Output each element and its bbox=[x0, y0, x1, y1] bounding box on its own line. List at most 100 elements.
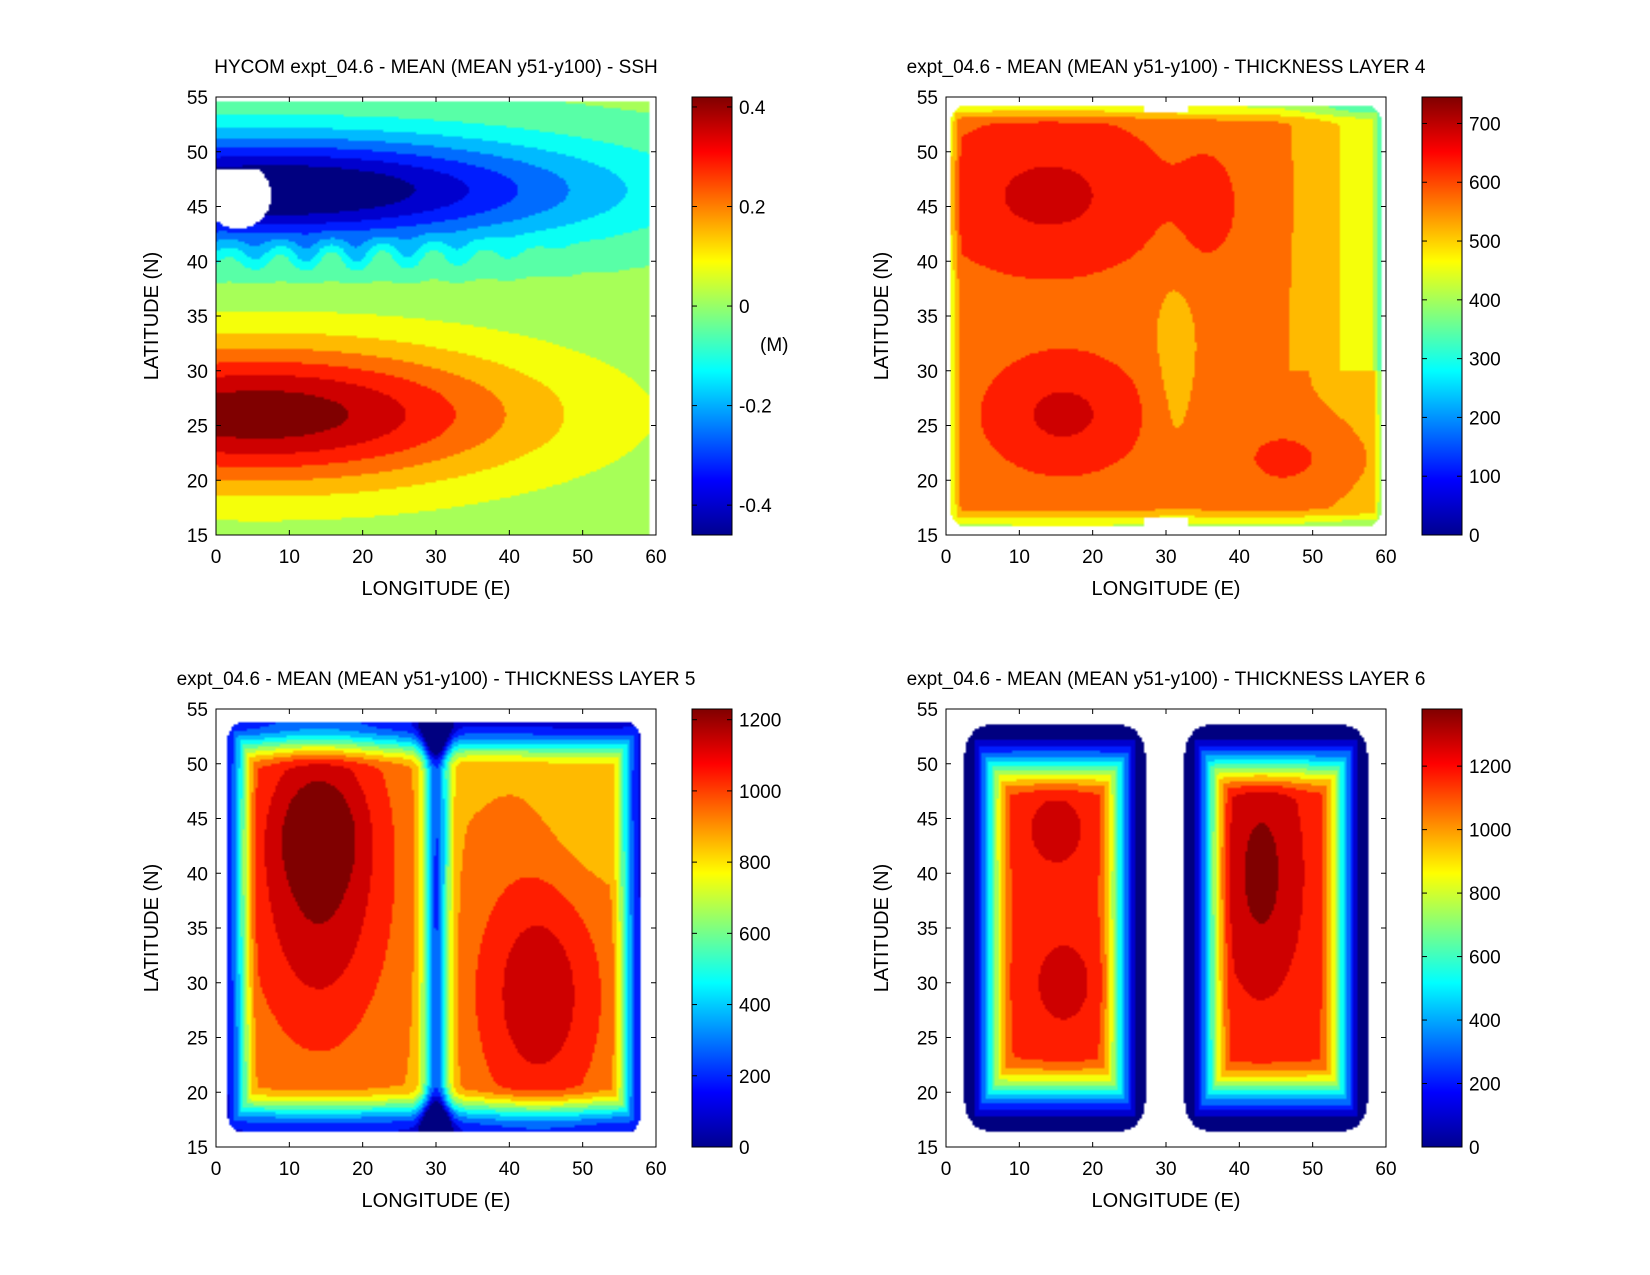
y-tick-label: 30 bbox=[187, 974, 208, 995]
y-axis-label: LATITUDE (N) bbox=[141, 252, 163, 381]
y-axis-label: LATITUDE (N) bbox=[871, 864, 893, 993]
colorbar-tick-label: 600 bbox=[1469, 173, 1501, 194]
x-tick-label: 50 bbox=[572, 1159, 593, 1180]
x-tick-label: 40 bbox=[1229, 1159, 1250, 1180]
panel-4-field bbox=[946, 709, 1386, 1147]
y-tick-label: 40 bbox=[187, 864, 208, 885]
y-tick-label: 25 bbox=[917, 1029, 938, 1050]
y-tick-label: 15 bbox=[187, 1138, 208, 1159]
y-tick-label: 55 bbox=[917, 88, 938, 109]
y-tick-label: 30 bbox=[187, 362, 208, 383]
x-tick-label: 60 bbox=[645, 1159, 666, 1180]
x-axis-label: LONGITUDE (E) bbox=[362, 1190, 511, 1212]
y-tick-label: 15 bbox=[917, 526, 938, 547]
x-tick-label: 40 bbox=[499, 547, 520, 568]
y-tick-label: 50 bbox=[917, 755, 938, 776]
x-tick-label: 0 bbox=[211, 547, 222, 568]
panel-1-title: HYCOM expt_04.6 - MEAN (MEAN y51-y100) -… bbox=[214, 57, 657, 78]
panel-1-colorbar bbox=[691, 96, 733, 536]
panel-3-title: expt_04.6 - MEAN (MEAN y51-y100) - THICK… bbox=[177, 669, 696, 690]
y-tick-label: 50 bbox=[187, 755, 208, 776]
x-axis-label: LONGITUDE (E) bbox=[1092, 578, 1241, 600]
colorbar-tick-label: 0.2 bbox=[739, 198, 765, 219]
colorbar-tick-label: 0 bbox=[1469, 1138, 1480, 1159]
x-axis-label: LONGITUDE (E) bbox=[1092, 1190, 1241, 1212]
colorbar-tick-label: 600 bbox=[1469, 948, 1501, 969]
x-tick-label: 50 bbox=[572, 547, 593, 568]
panel-4: 0 10 20 30 40 50 60 15 20 25 30 35 40 45 50 55 expt_04.6… bbox=[871, 669, 1511, 1212]
x-tick-label: 10 bbox=[279, 547, 300, 568]
y-tick-label: 35 bbox=[917, 307, 938, 328]
x-tick-label: 60 bbox=[1375, 547, 1396, 568]
colorbar-tick-label: 300 bbox=[1469, 350, 1501, 371]
panel-2-title: expt_04.6 - MEAN (MEAN y51-y100) - THICK… bbox=[907, 57, 1426, 78]
colorbar-tick-label: 100 bbox=[1469, 467, 1501, 488]
colorbar-tick-label: 400 bbox=[1469, 1011, 1501, 1032]
x-tick-label: 30 bbox=[1155, 1159, 1176, 1180]
colorbar-tick-label: 600 bbox=[739, 924, 771, 945]
y-tick-label: 20 bbox=[187, 471, 208, 492]
x-axis-label: LONGITUDE (E) bbox=[362, 578, 511, 600]
colorbar-tick-label: 1200 bbox=[739, 711, 781, 732]
colorbar-tick-label: 500 bbox=[1469, 232, 1501, 253]
x-tick-label: 50 bbox=[1302, 547, 1323, 568]
y-tick-label: 30 bbox=[917, 974, 938, 995]
y-tick-label: 15 bbox=[917, 1138, 938, 1159]
panel-1-field bbox=[216, 97, 656, 535]
y-tick-label: 20 bbox=[917, 471, 938, 492]
x-tick-label: 50 bbox=[1302, 1159, 1323, 1180]
x-tick-label: 20 bbox=[1082, 1159, 1103, 1180]
colorbar-tick-label: 800 bbox=[1469, 884, 1501, 905]
y-tick-label: 25 bbox=[187, 417, 208, 438]
y-axis-label: LATITUDE (N) bbox=[141, 864, 163, 993]
x-tick-label: 30 bbox=[425, 547, 446, 568]
x-tick-label: 10 bbox=[1009, 547, 1030, 568]
x-tick-label: 60 bbox=[1375, 1159, 1396, 1180]
x-tick-label: 40 bbox=[499, 1159, 520, 1180]
x-tick-label: 20 bbox=[1082, 547, 1103, 568]
colorbar-tick-label: 0 bbox=[739, 1138, 750, 1159]
y-tick-label: 40 bbox=[917, 864, 938, 885]
colorbar-tick-label: 1000 bbox=[1469, 821, 1511, 842]
y-tick-label: 55 bbox=[187, 88, 208, 109]
colorbar-tick-label: 400 bbox=[739, 996, 771, 1017]
colorbar-tick-label: -0.2 bbox=[739, 397, 772, 418]
y-tick-label: 45 bbox=[187, 198, 208, 219]
x-tick-label: 40 bbox=[1229, 547, 1250, 568]
y-tick-label: 25 bbox=[187, 1029, 208, 1050]
x-tick-label: 0 bbox=[941, 1159, 952, 1180]
colorbar-tick-label: 0 bbox=[1469, 526, 1480, 547]
x-tick-label: 20 bbox=[352, 547, 373, 568]
y-tick-label: 15 bbox=[187, 526, 208, 547]
colorbar-tick-label: 200 bbox=[739, 1067, 771, 1088]
panels-root: 0 10 20 30 40 50 60 15 20 25 30 35 40 45 50 55 HYCOM exp… bbox=[141, 57, 1511, 1212]
y-tick-label: 30 bbox=[917, 362, 938, 383]
panel-3-colorbar bbox=[691, 708, 733, 1148]
x-tick-label: 10 bbox=[279, 1159, 300, 1180]
y-tick-label: 25 bbox=[917, 417, 938, 438]
y-tick-label: 55 bbox=[917, 700, 938, 721]
panel-2-colorbar bbox=[1421, 96, 1463, 536]
colorbar-tick-label: 800 bbox=[739, 853, 771, 874]
x-tick-label: 30 bbox=[425, 1159, 446, 1180]
y-tick-label: 20 bbox=[187, 1083, 208, 1104]
colorbar-tick-label: 200 bbox=[1469, 408, 1501, 429]
colorbar-tick-label: 1000 bbox=[739, 782, 781, 803]
x-tick-label: 0 bbox=[941, 547, 952, 568]
y-tick-label: 50 bbox=[917, 143, 938, 164]
panel-4-colorbar bbox=[1421, 708, 1463, 1148]
y-tick-label: 45 bbox=[917, 810, 938, 831]
y-tick-label: 35 bbox=[187, 307, 208, 328]
colorbar-tick-label: 700 bbox=[1469, 114, 1501, 135]
y-tick-label: 40 bbox=[187, 252, 208, 273]
colorbar-tick-label: 400 bbox=[1469, 291, 1501, 312]
panel-2-field bbox=[946, 97, 1386, 535]
colorbar-tick-label: -0.4 bbox=[739, 496, 772, 517]
x-tick-label: 30 bbox=[1155, 547, 1176, 568]
colorbar-tick-label: 200 bbox=[1469, 1075, 1501, 1096]
x-tick-label: 60 bbox=[645, 547, 666, 568]
panel-3: 0 10 20 30 40 50 60 15 20 25 30 35 40 45 50 55 expt_04.6… bbox=[141, 669, 781, 1212]
x-tick-label: 20 bbox=[352, 1159, 373, 1180]
panel-1: 0 10 20 30 40 50 60 15 20 25 30 35 40 45 50 55 HYCOM exp… bbox=[141, 57, 788, 600]
